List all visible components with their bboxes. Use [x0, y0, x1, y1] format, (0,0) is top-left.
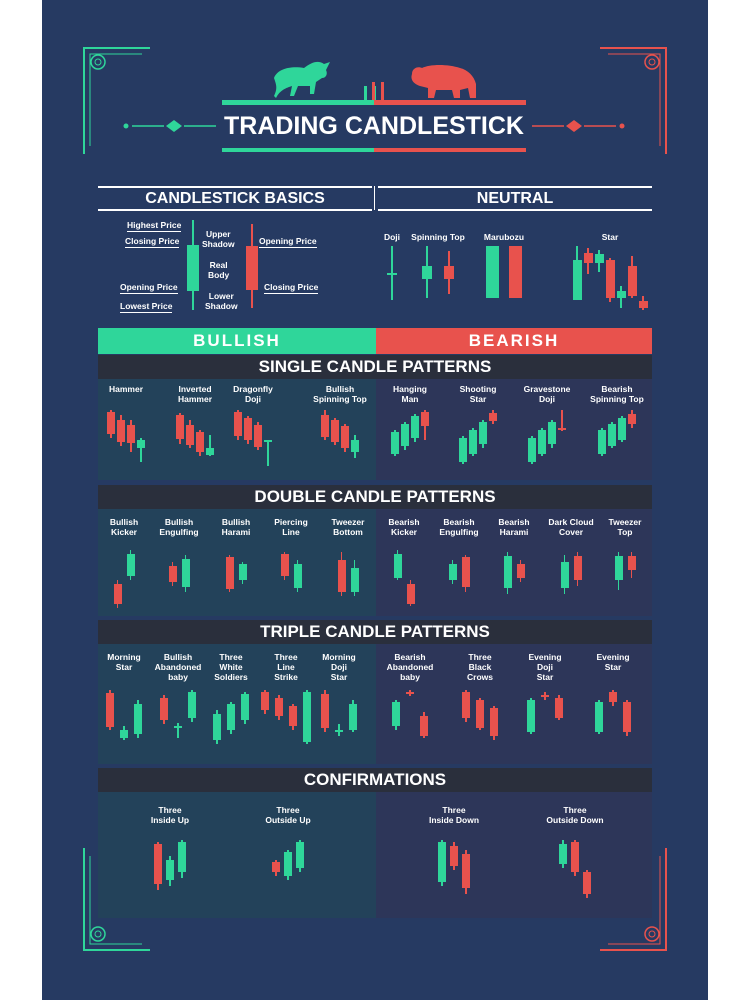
pattern-label: Shooting Star: [459, 384, 497, 404]
corner-ornament-icon: [83, 848, 150, 951]
pattern-label: Tweezer Bottom: [331, 517, 365, 537]
title-line-bottom-bear: [374, 148, 526, 152]
pattern-label: Three Outside Down: [546, 805, 604, 825]
basics-bear-body: [246, 246, 258, 290]
pattern-label: Gravestone Doji: [523, 384, 571, 404]
pattern-label: Bearish Abandoned baby: [386, 652, 434, 682]
pattern-label: Dragonfly Doji: [233, 384, 273, 404]
double-panel-bearish: [376, 508, 652, 616]
pattern-label: Three Outside Up: [265, 805, 311, 825]
pattern-label: Spinning Top: [411, 232, 465, 242]
pattern-label: Morning Doji Star: [322, 652, 356, 682]
divider: [98, 186, 372, 188]
label-lower-shadow: Lower Shadow: [205, 291, 238, 311]
corner-ornament-icon: [600, 47, 667, 154]
title-line-top-bear: [374, 100, 526, 105]
divider: [378, 186, 652, 188]
pattern-label: Bearish Spinning Top: [590, 384, 644, 404]
confirm-panel-bearish: [376, 792, 652, 918]
neutral-title: NEUTRAL: [476, 190, 554, 207]
basics-title: CANDLESTICK BASICS: [145, 190, 325, 207]
pattern-label: Hammer: [108, 384, 144, 394]
basics-bull-body: [187, 245, 199, 291]
pattern-label: Bearish Kicker: [388, 517, 420, 537]
bearish-label: BEARISH: [376, 328, 652, 354]
label-closing-price-left: Closing Price: [125, 236, 180, 248]
pattern-label: Bearish Harami: [498, 517, 530, 537]
corner-ornament-icon: [83, 47, 150, 154]
pattern-label: Three Black Crows: [467, 652, 493, 682]
pattern-label: Three White Soldiers: [214, 652, 248, 682]
section-bar: [98, 485, 652, 509]
pattern-label: Hanging Man: [393, 384, 427, 404]
confirmations-title: CONFIRMATIONS: [303, 770, 447, 789]
label-highest-price: Highest Price: [127, 220, 182, 232]
label-closing-price-right: Closing Price: [264, 282, 319, 294]
pattern-label: Three Inside Down: [428, 805, 480, 825]
title-line-top-bull: [222, 100, 374, 105]
confirm-panel-bullish: [98, 792, 376, 918]
label-real-body: Real Body: [208, 260, 230, 280]
label-opening-price-right: Opening Price: [259, 236, 317, 248]
title-flourish-right-icon: [532, 120, 625, 132]
pattern-label: Three Inside Up: [150, 805, 190, 825]
pattern-label: Inverted Hammer: [177, 384, 213, 404]
divider: [374, 186, 375, 210]
pattern-label: Tweezer Top: [608, 517, 642, 537]
bull-icon: [274, 61, 330, 98]
triple-panel-bullish: [98, 644, 376, 764]
label-lowest-price: Lowest Price: [120, 301, 173, 313]
pattern-label: Star: [601, 232, 619, 242]
label-upper-shadow: Upper Shadow: [202, 229, 235, 249]
bear-bars: [372, 82, 384, 100]
page-title: TRADING CANDLESTICK: [224, 112, 524, 140]
pattern-label: Three Line Strike: [274, 652, 298, 682]
triple-panel-bearish: [376, 644, 652, 764]
pattern-label: Evening Doji Star: [528, 652, 562, 682]
double-title: DOUBLE CANDLE PATTERNS: [254, 487, 496, 506]
pattern-label: Marubozu: [483, 232, 525, 242]
pattern-label: Doji: [383, 232, 401, 242]
pattern-label: Dark Cloud Cover: [548, 517, 594, 537]
double-panel-bullish: [98, 508, 376, 616]
pattern-label: Bullish Engulfing: [159, 517, 199, 537]
pattern-label: Bullish Kicker: [109, 517, 139, 537]
pattern-label: Bullish Harami: [221, 517, 251, 537]
pattern-label: Bearish Engulfing: [439, 517, 479, 537]
bullish-label: BULLISH: [98, 328, 376, 354]
title-line-bottom-bull: [222, 148, 374, 152]
poster: TRADING CANDLESTICK CANDLESTICK BASICS N…: [42, 0, 708, 1000]
divider: [378, 209, 652, 211]
divider: [98, 209, 372, 211]
label-opening-price-left: Opening Price: [120, 282, 178, 294]
single-title: SINGLE CANDLE PATTERNS: [258, 357, 492, 376]
corner-ornament-icon: [600, 848, 667, 951]
single-panel-bearish: [376, 378, 652, 480]
pattern-label: Evening Star: [596, 652, 630, 672]
pattern-label: Morning Star: [107, 652, 141, 672]
title-flourish-left-icon: [123, 120, 216, 132]
pattern-label: Bullish Spinning Top: [313, 384, 367, 404]
section-bar: [98, 355, 652, 379]
triple-title: TRIPLE CANDLE PATTERNS: [260, 622, 490, 641]
section-bar: [98, 620, 652, 644]
pattern-label: Bullish Abandoned baby: [154, 652, 202, 682]
pattern-label: Piercing Line: [274, 517, 308, 537]
section-bar: [98, 768, 652, 792]
bear-icon: [411, 65, 476, 98]
